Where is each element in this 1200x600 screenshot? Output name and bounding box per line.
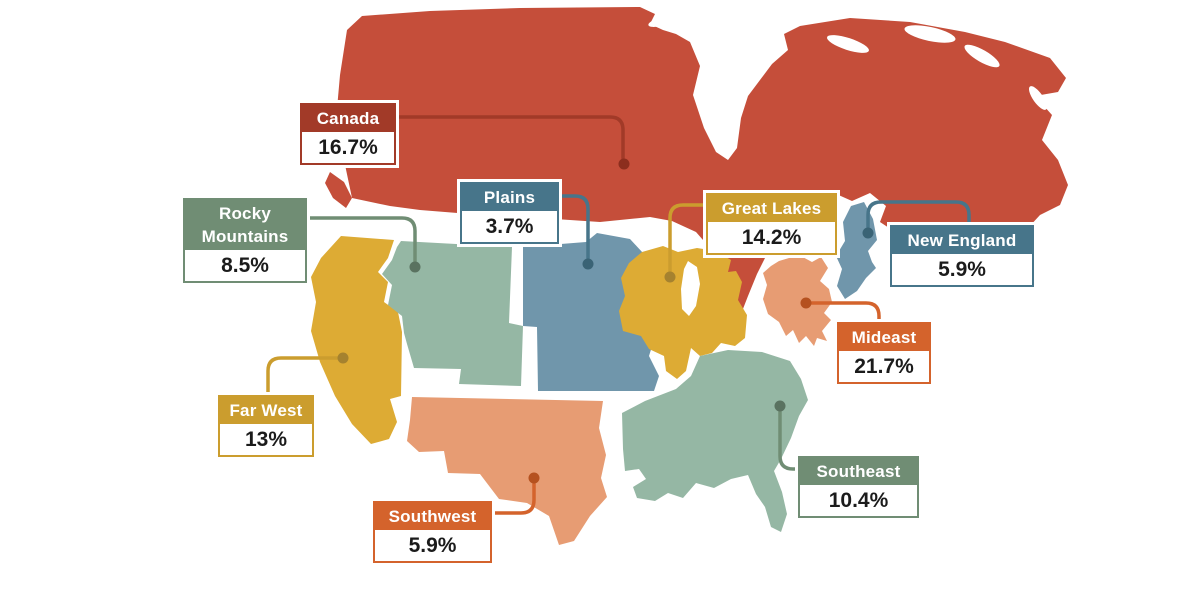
region-canada-vancouver-island (325, 172, 352, 208)
callout-mideast-name: Mideast (839, 324, 929, 351)
connector-rocky-mountains (301, 216, 417, 263)
callout-mideast: Mideast 21.7% (837, 322, 931, 384)
region-southeast (622, 350, 808, 532)
water-channel (964, 44, 1000, 68)
callout-southeast-name: Southeast (800, 458, 917, 485)
dot-southwest (528, 472, 540, 484)
callout-southwest-value: 5.9% (375, 530, 490, 561)
connector-dots (337, 158, 874, 484)
callout-southwest-name: Southwest (375, 503, 490, 530)
dot-new-england (862, 227, 874, 239)
water-channel (648, 17, 672, 27)
region-canada (336, 7, 1068, 314)
connector-far-west (266, 356, 339, 397)
region-new-england (836, 202, 877, 299)
callout-great-lakes-name: Great Lakes (708, 195, 835, 222)
dot-canada (618, 158, 630, 170)
connectors (266, 115, 971, 515)
callout-far-west-name: Far West (220, 397, 312, 424)
callout-new-england-name: New England (892, 227, 1032, 254)
water-channel (826, 35, 870, 53)
callout-new-england-value: 5.9% (892, 254, 1032, 285)
callout-southeast: Southeast 10.4% (798, 456, 919, 518)
callout-canada: Canada 16.7% (300, 103, 396, 165)
dot-southeast (774, 400, 786, 412)
region-great-lakes (619, 246, 747, 379)
callout-great-lakes: Great Lakes 14.2% (706, 193, 837, 255)
callout-rocky-mountains: Rocky Mountains 8.5% (183, 198, 307, 283)
callout-far-west: Far West 13% (218, 395, 314, 457)
region-far-west (311, 236, 402, 444)
region-southwest (407, 397, 607, 545)
callout-great-lakes-value: 14.2% (708, 222, 835, 253)
callout-southwest: Southwest 5.9% (373, 501, 492, 563)
connector-new-england (866, 200, 971, 229)
water-channel (1028, 86, 1048, 110)
dot-rocky-mountains (409, 261, 421, 273)
callout-canada-name: Canada (302, 105, 394, 132)
region-mideast (763, 255, 832, 346)
connector-great-lakes (668, 203, 708, 273)
callout-southeast-value: 10.4% (800, 485, 917, 516)
callout-rocky-mountains-value: 8.5% (185, 250, 305, 281)
region-rocky-mountains (382, 241, 523, 386)
callout-far-west-value: 13% (220, 424, 312, 455)
dot-plains (582, 258, 594, 270)
connector-mideast (810, 301, 881, 324)
connector-southwest (486, 482, 536, 515)
dot-far-west (337, 352, 349, 364)
connector-plains (553, 194, 590, 260)
dot-great-lakes (664, 271, 676, 283)
callout-plains: Plains 3.7% (460, 182, 559, 244)
dot-mideast (800, 297, 812, 309)
callout-new-england: New England 5.9% (890, 225, 1034, 287)
water-channel (904, 25, 956, 43)
callout-mideast-value: 21.7% (839, 351, 929, 382)
callout-rocky-mountains-name: Rocky Mountains (185, 200, 305, 250)
callout-canada-value: 16.7% (302, 132, 394, 163)
callout-plains-value: 3.7% (462, 211, 557, 242)
connector-southeast (778, 410, 800, 471)
water-channels (648, 17, 1048, 110)
connector-canada (390, 115, 625, 160)
callout-plains-name: Plains (462, 184, 557, 211)
